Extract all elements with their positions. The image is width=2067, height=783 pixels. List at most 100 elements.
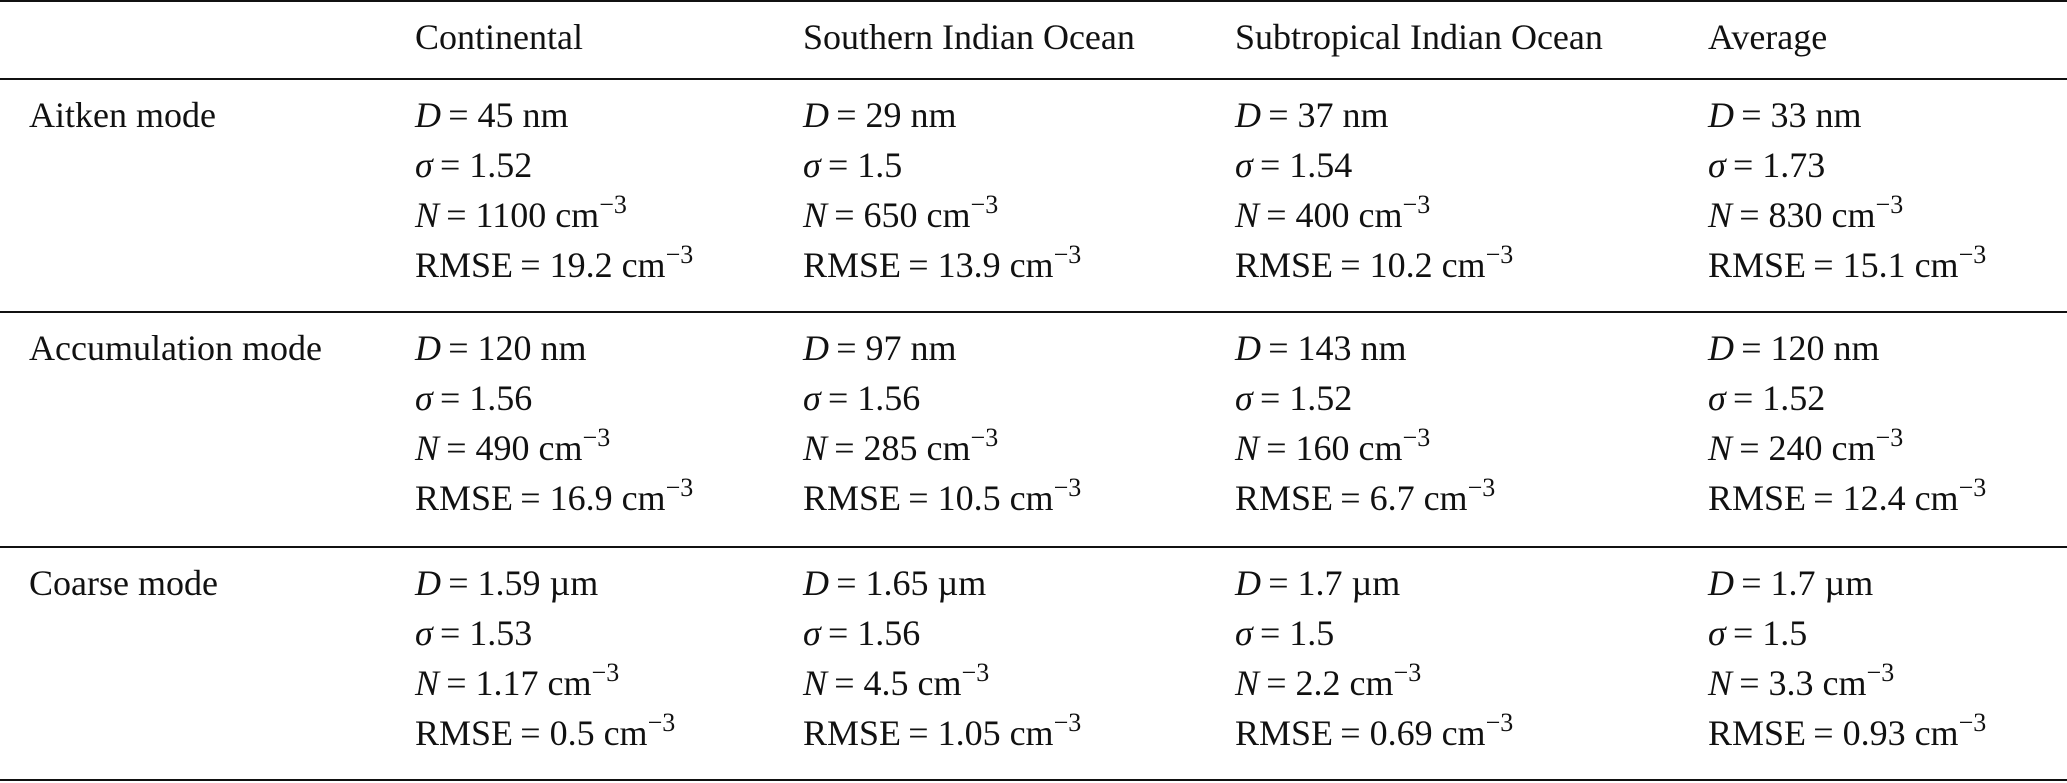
symbol: N: [803, 195, 828, 235]
cell-line: σ = 1.5: [1235, 608, 1334, 658]
value: = 1.73: [1732, 145, 1826, 185]
cell-line: σ = 1.52: [415, 140, 532, 190]
value: = 143 nm: [1268, 328, 1407, 368]
cell-line: RMSE = 19.2 cm−3: [415, 240, 693, 290]
symbol: σ: [803, 613, 821, 653]
value: = 490 cm: [446, 428, 583, 468]
value: = 1100 cm: [446, 195, 600, 235]
symbol: D: [1708, 563, 1734, 603]
exponent: −3: [1866, 658, 1895, 687]
value: = 1.7 µm: [1268, 563, 1401, 603]
row-rule: [0, 546, 2067, 548]
cell-line: D = 120 nm: [1708, 323, 1880, 373]
value: = 2.2 cm: [1266, 663, 1394, 703]
value: = 19.2 cm: [520, 245, 666, 285]
value: = 1.5: [1732, 613, 1808, 653]
exponent: −3: [1053, 473, 1082, 502]
cell-line: σ = 1.54: [1235, 140, 1352, 190]
exponent: −3: [1467, 473, 1496, 502]
column-header: Subtropical Indian Ocean: [1235, 17, 1603, 57]
symbol: RMSE: [1708, 478, 1807, 518]
value: = 1.53: [439, 613, 533, 653]
cell-line: N = 285 cm−3: [803, 423, 998, 473]
cell-line: D = 1.65 µm: [803, 558, 986, 608]
value: = 33 nm: [1741, 95, 1862, 135]
symbol: D: [415, 95, 441, 135]
symbol: D: [1708, 95, 1734, 135]
cell-line: σ = 1.56: [803, 608, 920, 658]
column-header: Southern Indian Ocean: [803, 17, 1135, 57]
value: = 12.4 cm: [1813, 478, 1959, 518]
symbol: N: [1235, 663, 1260, 703]
cell-line: RMSE = 1.05 cm−3: [803, 708, 1081, 758]
symbol: RMSE: [415, 245, 514, 285]
cell-line: N = 650 cm−3: [803, 190, 998, 240]
cell-line: RMSE = 15.1 cm−3: [1708, 240, 1986, 290]
value: = 13.9 cm: [908, 245, 1054, 285]
value: = 160 cm: [1266, 428, 1403, 468]
cell-line: D = 33 nm: [1708, 90, 1862, 140]
symbol: RMSE: [415, 713, 514, 753]
exponent: −3: [591, 658, 620, 687]
symbol: D: [1235, 95, 1261, 135]
exponent: −3: [1053, 708, 1082, 737]
cell-line: D = 97 nm: [803, 323, 957, 373]
cell-line: N = 2.2 cm−3: [1235, 658, 1421, 708]
cell-line: N = 3.3 cm−3: [1708, 658, 1894, 708]
value: = 1.52: [1259, 378, 1353, 418]
exponent: −3: [1393, 658, 1422, 687]
cell-line: RMSE = 0.5 cm−3: [415, 708, 675, 758]
value: = 37 nm: [1268, 95, 1389, 135]
symbol: N: [415, 428, 440, 468]
value: = 1.56: [827, 378, 921, 418]
symbol: σ: [1708, 613, 1726, 653]
symbol: N: [803, 663, 828, 703]
value: = 97 nm: [836, 328, 957, 368]
symbol: σ: [1708, 145, 1726, 185]
value: = 240 cm: [1739, 428, 1876, 468]
cell-line: RMSE = 16.9 cm−3: [415, 473, 693, 523]
symbol: σ: [415, 613, 433, 653]
symbol: N: [1708, 663, 1733, 703]
value: = 0.69 cm: [1340, 713, 1486, 753]
symbol: RMSE: [803, 478, 902, 518]
cell-line: D = 29 nm: [803, 90, 957, 140]
value: = 120 nm: [1741, 328, 1880, 368]
symbol: RMSE: [1235, 245, 1334, 285]
cell-line: N = 490 cm−3: [415, 423, 610, 473]
symbol: RMSE: [1235, 478, 1334, 518]
value: = 1.59 µm: [448, 563, 599, 603]
exponent: −3: [1875, 190, 1904, 219]
bottom-rule: [0, 779, 2067, 781]
symbol: D: [803, 95, 829, 135]
exponent: −3: [665, 473, 694, 502]
value: = 3.3 cm: [1739, 663, 1867, 703]
exponent: −3: [582, 423, 611, 452]
exponent: −3: [1485, 708, 1514, 737]
row-label: Aitken mode: [29, 95, 216, 135]
value: = 0.93 cm: [1813, 713, 1959, 753]
cell-line: RMSE = 6.7 cm−3: [1235, 473, 1495, 523]
symbol: σ: [415, 378, 433, 418]
value: = 1.52: [1732, 378, 1826, 418]
value: = 285 cm: [834, 428, 971, 468]
symbol: N: [1708, 428, 1733, 468]
value: = 120 nm: [448, 328, 587, 368]
value: = 1.65 µm: [836, 563, 987, 603]
value: = 4.5 cm: [834, 663, 962, 703]
exponent: −3: [961, 658, 990, 687]
cell-line: N = 1.17 cm−3: [415, 658, 619, 708]
value: = 29 nm: [836, 95, 957, 135]
symbol: N: [1235, 195, 1260, 235]
symbol: N: [1235, 428, 1260, 468]
symbol: RMSE: [803, 245, 902, 285]
value: = 10.2 cm: [1340, 245, 1486, 285]
symbol: N: [803, 428, 828, 468]
exponent: −3: [1958, 708, 1987, 737]
value: = 6.7 cm: [1340, 478, 1468, 518]
cell-line: RMSE = 0.93 cm−3: [1708, 708, 1986, 758]
value: = 15.1 cm: [1813, 245, 1959, 285]
exponent: −3: [599, 190, 627, 219]
symbol: D: [1708, 328, 1734, 368]
cell-line: N = 4.5 cm−3: [803, 658, 989, 708]
